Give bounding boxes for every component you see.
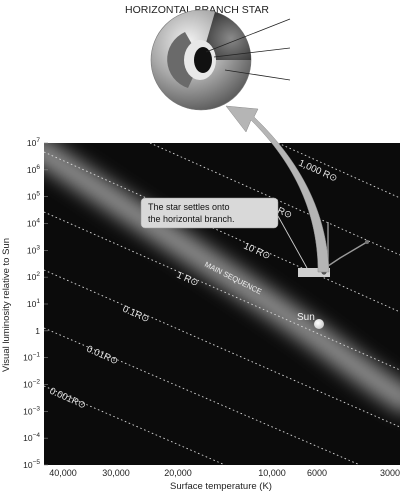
y-axis-label: Visual luminosity relative to Sun xyxy=(1,238,12,372)
radius-line-0.01 xyxy=(44,327,361,465)
callout-text-line1: The star settles onto xyxy=(148,202,230,212)
callout: The star settles onto the horizontal bra… xyxy=(140,197,308,269)
radius-lines xyxy=(44,143,400,465)
y-tick-label: 105 xyxy=(27,191,40,202)
horizontal-branch-marker xyxy=(298,268,330,277)
radius-line-0.001 xyxy=(44,385,226,465)
leader-line-2 xyxy=(213,47,291,58)
y-tick-label: 1 xyxy=(35,326,40,336)
callout-text-line2: the horizontal branch. xyxy=(148,214,235,224)
y-tick-label: 107 xyxy=(27,137,40,148)
x-tick-label: 30,000 xyxy=(102,468,130,478)
y-tick-label: 10−1 xyxy=(23,352,40,363)
y-tick-label: 10−3 xyxy=(23,405,40,416)
y-tick-label: 10−5 xyxy=(23,459,40,470)
y-tick-label: 101 xyxy=(27,298,40,309)
y-tick-label: 104 xyxy=(27,218,40,229)
leader-line-3 xyxy=(224,69,291,81)
x-tick-label: 3000 xyxy=(380,468,400,478)
radius-line-1000 xyxy=(277,143,400,199)
star-cutaway-wedge xyxy=(201,12,251,60)
zoom-arrow xyxy=(225,105,330,273)
callout-box xyxy=(140,197,279,229)
y-axis: 107 106 105 104 103 102 101 1 10−1 10−2 10−3 10−4 10… xyxy=(23,137,48,470)
red-giant-dot xyxy=(365,240,369,244)
sun-marker xyxy=(314,319,324,329)
radius-line-0.1 xyxy=(44,269,400,428)
star-core xyxy=(194,47,212,73)
y-tick-label: 10−4 xyxy=(23,432,40,443)
callout-leader xyxy=(277,215,308,269)
y-tick-label: 102 xyxy=(27,271,40,282)
x-tick-label: 10,000 xyxy=(258,468,286,478)
y-tick-label: 106 xyxy=(27,164,40,175)
leader-line-1 xyxy=(205,18,291,53)
x-tick-label: 40,000 xyxy=(49,468,77,478)
main-sequence-band xyxy=(44,143,400,412)
x-axis: 40,000 30,000 20,000 10,000 6000 3000 xyxy=(49,468,400,478)
horizontal-branch-star-illustration xyxy=(150,9,291,111)
y-tick-label: 103 xyxy=(27,244,40,255)
radius-line-1 xyxy=(44,211,400,371)
sun-label: Sun xyxy=(297,312,315,323)
x-tick-label: 6000 xyxy=(307,468,327,478)
radius-line-100 xyxy=(149,143,400,256)
y-tick-label: 10−2 xyxy=(23,379,40,390)
x-tick-label: 20,000 xyxy=(164,468,192,478)
x-axis-label: Surface temperature (K) xyxy=(170,481,272,491)
